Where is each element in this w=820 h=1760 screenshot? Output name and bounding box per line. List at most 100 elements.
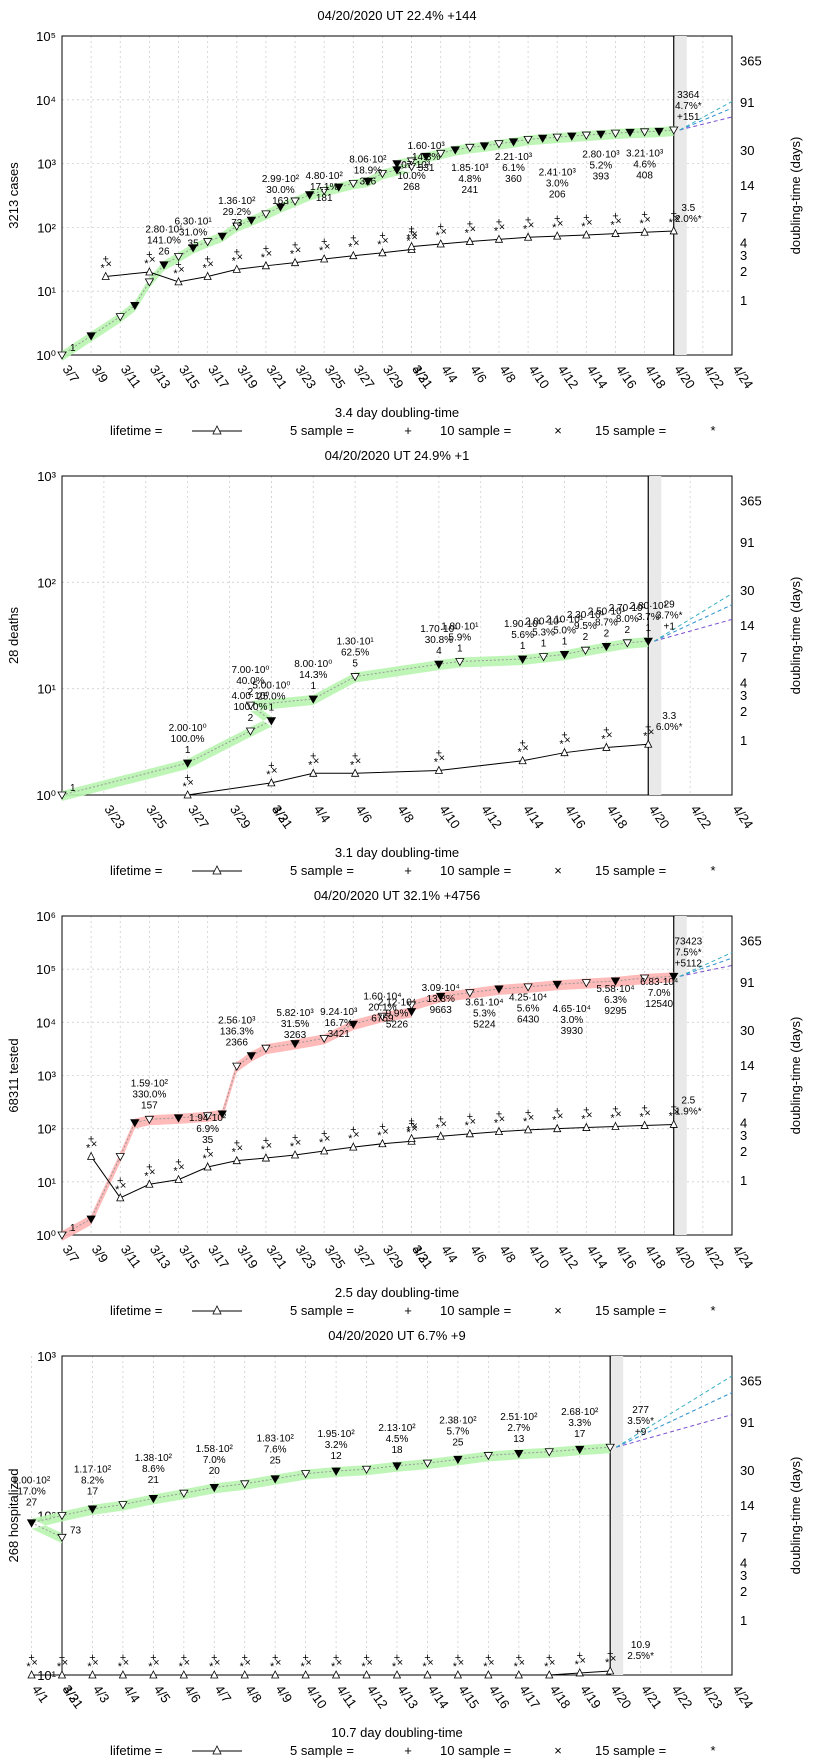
legend-marker-icon: *	[710, 423, 715, 438]
x-tick-label: 3/11	[118, 1242, 144, 1271]
main-series-point	[392, 1462, 402, 1471]
point-annotation: 31.5%	[281, 1019, 309, 1030]
sample-10-point: ×	[237, 1143, 243, 1155]
sample-15-point: *	[523, 223, 528, 235]
point-annotation: 1.80·10¹	[441, 622, 479, 633]
point-annotation: 8.2%	[81, 1476, 104, 1487]
y2-tick-label: 91	[740, 1415, 754, 1430]
y2-tick-label: 30	[740, 1463, 754, 1478]
sample-5-point: +	[234, 246, 240, 258]
lifetime-doubling-point	[271, 1670, 280, 1679]
sample-15-point: *	[669, 1110, 674, 1122]
sample-5-point: +	[424, 1652, 430, 1664]
sample-10-point: ×	[237, 251, 243, 263]
point-annotation: 1.70·10¹	[420, 624, 458, 635]
sample-15-point: *	[434, 756, 439, 768]
x-tick-label: 4/13	[395, 1682, 422, 1711]
point-annotation: 21	[148, 1475, 160, 1486]
sample-5-point: +	[394, 1652, 400, 1664]
x-tick-label: 4/11	[334, 1682, 360, 1711]
sample-10-point: ×	[336, 1657, 342, 1669]
point-annotation: +1	[663, 621, 675, 632]
main-series-point	[209, 1484, 219, 1493]
sample-5-point: +	[350, 233, 356, 245]
x-tick-label: 4/24	[730, 802, 757, 831]
point-annotation: 4.8%	[458, 174, 481, 185]
sample-5-point: +	[150, 1652, 156, 1664]
sample-5-point: +	[671, 1101, 677, 1113]
sample-15-point: *	[406, 236, 411, 248]
y-axis-label: 3213 cases	[6, 162, 21, 229]
lifetime-doubling-point	[640, 227, 649, 236]
sample-15-point: *	[144, 1170, 149, 1182]
point-annotation: 1.85·10³	[451, 163, 489, 174]
sample-5-point: +	[310, 750, 316, 762]
point-annotation: 268	[403, 182, 420, 193]
lifetime-doubling-line	[90, 1123, 674, 1199]
y2-tick-label: 4	[740, 235, 747, 250]
main-series-point	[465, 989, 475, 998]
y2-tick-label: 14	[740, 178, 754, 193]
sample-10-point: ×	[266, 1140, 272, 1152]
sample-10-point: ×	[382, 235, 388, 247]
lifetime-doubling-point	[494, 234, 504, 243]
sample-10-point: ×	[207, 1149, 213, 1161]
point-annotation: 326	[360, 177, 377, 188]
y-axis-label: 28 deaths	[6, 606, 21, 664]
point-annotation: 2	[248, 713, 254, 724]
lifetime-doubling-point	[301, 1670, 310, 1679]
point-annotation: 2.00·10⁰	[169, 723, 207, 734]
y-tick-label: 10³	[37, 1349, 56, 1364]
main-series-point	[567, 132, 577, 141]
point-annotation: 7.00·10⁰	[231, 665, 269, 676]
x-tick-label: 4/22	[700, 1242, 727, 1271]
sample-5-point: +	[379, 230, 385, 242]
point-annotation: 4	[436, 646, 442, 657]
sample-10-point: ×	[528, 219, 534, 231]
point-annotation: 35	[202, 1135, 214, 1146]
point-annotation: 1	[645, 623, 651, 634]
sample-5-point: +	[408, 1118, 414, 1130]
lifetime-doubling-point	[560, 747, 569, 757]
lifetime-doubling-point	[407, 1133, 416, 1143]
point-annotation: 5.82·10³	[276, 1008, 314, 1019]
legend-entry: 15 sample =	[595, 863, 666, 878]
lifetime-doubling-point	[453, 1670, 463, 1679]
sample-10-point: ×	[187, 777, 193, 789]
y2-axis-label: doubling-time (days)	[788, 577, 803, 695]
x-tick-label: 4/18	[642, 1242, 669, 1271]
sample-5-point: +	[363, 1652, 369, 1664]
sample-5-point: +	[641, 209, 647, 221]
lifetime-doubling-point	[349, 250, 358, 260]
point-annotation: 163	[272, 196, 289, 207]
main-series-point	[159, 261, 169, 270]
x-tick-label: 4/12	[555, 1242, 582, 1271]
sample-10-point: ×	[324, 1133, 330, 1145]
sample-15-point: *	[232, 255, 237, 267]
sample-15-point: *	[148, 1661, 153, 1673]
start-label: 73	[70, 1525, 82, 1536]
main-series-point	[514, 1450, 524, 1459]
point-annotation: 1.9%*	[675, 1106, 702, 1117]
sample-5-point: +	[379, 1121, 385, 1133]
sample-10-point: ×	[674, 1106, 680, 1118]
sample-15-point: *	[639, 218, 644, 230]
lifetime-doubling-point	[436, 1131, 445, 1140]
y2-tick-label: 30	[740, 1023, 754, 1038]
point-annotation: 1	[269, 703, 275, 714]
lifetime-doubling-point	[553, 231, 562, 240]
lifetime-doubling-point	[149, 1670, 158, 1679]
point-annotation: 26	[158, 247, 170, 258]
lifetime-doubling-point	[611, 1121, 620, 1130]
y-tick-label: 10⁰	[36, 348, 56, 363]
point-annotation: 17.0%	[17, 1487, 45, 1498]
y2-tick-label: 7	[740, 1530, 747, 1545]
lifetime-doubling-point	[101, 271, 110, 280]
lifetime-doubling-point	[331, 1670, 341, 1679]
main-series-point	[232, 222, 242, 231]
main-series-point	[523, 135, 533, 145]
sample-5-point: +	[519, 738, 525, 750]
lifetime-doubling-point	[436, 239, 445, 248]
point-annotation: 3263	[284, 1030, 307, 1041]
main-series-point	[622, 639, 633, 648]
